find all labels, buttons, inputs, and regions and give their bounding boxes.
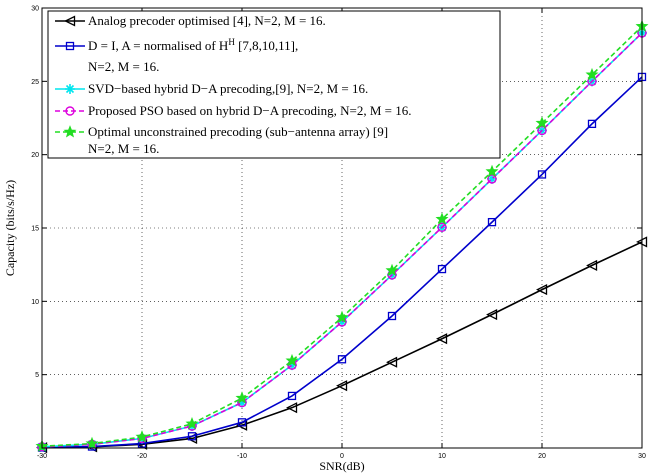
data-point-marker [85, 436, 99, 450]
data-point-marker [585, 67, 599, 81]
data-point-marker [64, 15, 76, 27]
data-point-marker [487, 217, 497, 227]
data-point-marker [63, 125, 77, 138]
y-tick-label: 5 [35, 372, 39, 379]
legend-item-2: D = I, A = normalised of HH [7,8,10,11],… [55, 37, 298, 74]
legend-label: Optimal unconstrained precoding (sub−ant… [88, 124, 388, 139]
y-tick-label: 10 [31, 299, 39, 306]
legend-label: Proposed PSO based on hybrid D−A precodi… [88, 103, 412, 118]
legend-label: SVD−based hybrid D−A precoding,[9], N=2,… [88, 81, 368, 96]
data-point-marker [387, 311, 397, 321]
x-tick-label: 0 [340, 453, 344, 460]
legend-item-4: Proposed PSO based on hybrid D−A precodi… [55, 103, 412, 118]
y-tick-label: 25 [31, 79, 39, 86]
data-point-marker [287, 391, 297, 401]
data-point-marker [437, 222, 447, 232]
plot-frame [41, 7, 643, 449]
x-tick-label: -30 [37, 453, 47, 460]
data-point-marker [65, 84, 75, 94]
legend-label-line2: N=2, M = 16. [88, 141, 159, 156]
data-point-marker [485, 164, 499, 178]
data-point-marker [185, 416, 199, 430]
data-point-marker [587, 119, 597, 129]
data-point-marker [235, 391, 249, 404]
data-point-marker [435, 212, 449, 225]
data-point-marker [336, 380, 348, 392]
x-tick-label: -20 [137, 453, 147, 460]
y-tick-label: 30 [31, 6, 39, 13]
data-point-marker [486, 308, 498, 321]
x-axis-label: SNR(dB) [319, 459, 364, 473]
legend-label: Analog precoder optimised [4], N=2, M = … [88, 13, 326, 28]
data-point-marker [537, 170, 547, 179]
data-point-marker [335, 310, 349, 323]
data-point-marker [337, 316, 347, 327]
legend-label-line2: N=2, M = 16. [88, 59, 159, 74]
x-tick-label: 20 [538, 453, 546, 460]
x-tick-label: -10 [237, 453, 247, 460]
data-point-marker [436, 333, 448, 345]
data-point-marker [286, 402, 298, 414]
y-tick-label: 20 [31, 152, 39, 159]
data-point-marker [285, 353, 299, 367]
data-point-marker [536, 284, 548, 296]
legend-item-1: Analog precoder optimised [4], N=2, M = … [55, 13, 326, 28]
data-point-marker [287, 360, 297, 371]
data-point-marker [586, 259, 598, 271]
series-line [41, 76, 643, 449]
y-axis-label: Capacity (bits/s/Hz) [3, 180, 17, 276]
data-point-marker [65, 106, 75, 116]
legend: Analog precoder optimised [4], N=2, M = … [47, 10, 501, 159]
data-point-marker [337, 355, 347, 364]
data-point-marker [437, 264, 447, 274]
legend-item-3: SVD−based hybrid D−A precoding,[9], N=2,… [55, 81, 368, 96]
data-point-marker [135, 430, 149, 443]
data-point-marker [537, 125, 547, 136]
data-point-marker [65, 41, 75, 51]
data-point-marker [237, 418, 247, 427]
legend-item-5: Optimal unconstrained precoding (sub−ant… [55, 124, 388, 156]
data-point-marker [385, 263, 399, 277]
x-tick-label: 30 [638, 453, 646, 460]
data-point-marker [535, 116, 549, 129]
data-point-marker [487, 174, 497, 184]
legend-label: D = I, A = normalised of HH [7,8,10,11], [88, 37, 298, 53]
x-tick-label: 10 [438, 453, 446, 460]
y-tick-label: 15 [31, 226, 39, 233]
data-point-marker [386, 356, 398, 368]
legend-box [47, 10, 501, 159]
data-point-marker [237, 397, 247, 408]
data-point-marker [487, 173, 497, 184]
data-point-marker [187, 432, 197, 441]
